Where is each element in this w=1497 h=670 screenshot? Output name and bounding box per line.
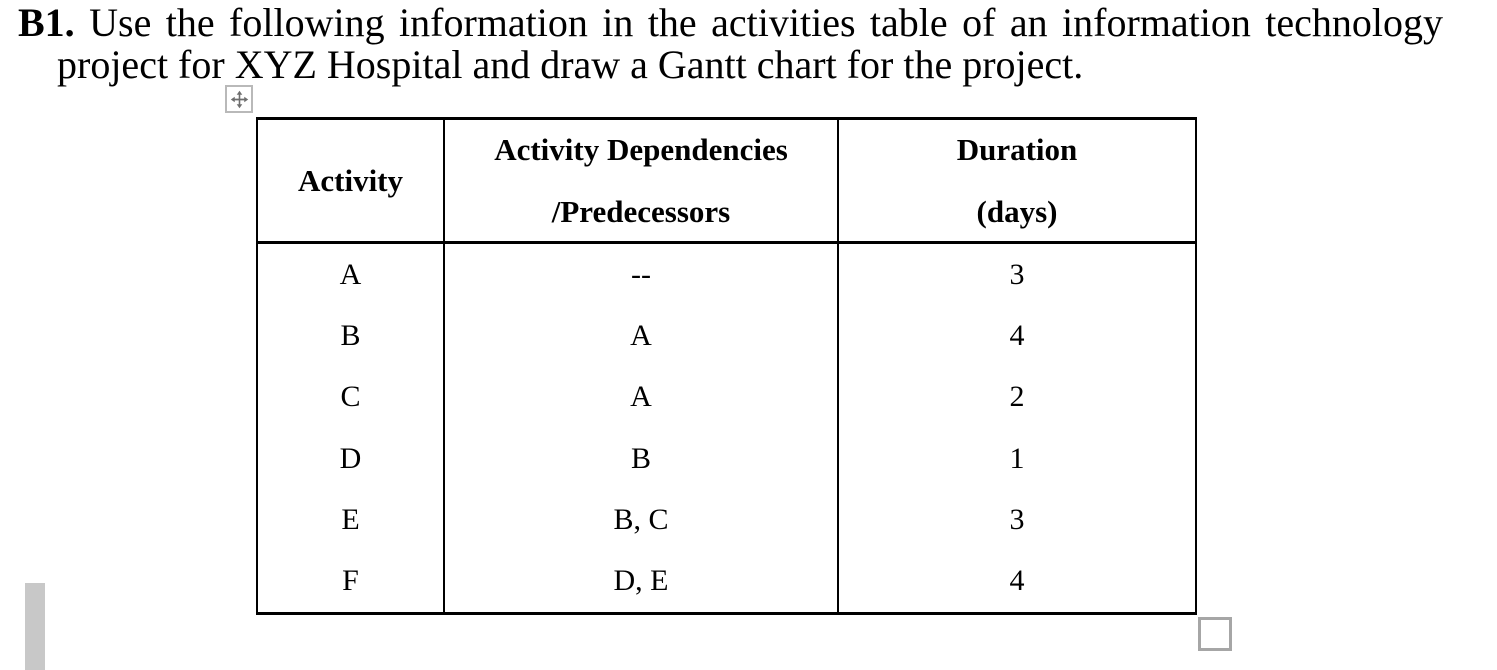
- question-number: B1.: [18, 0, 75, 45]
- cell-predecessors: B: [445, 427, 839, 490]
- cell-predecessors: A: [445, 366, 839, 428]
- table-body: A -- 3 B A 4 C A 2 D B 1 E B, C 3 F D, E…: [258, 244, 1195, 612]
- table-resize-handle[interactable]: [1198, 617, 1232, 651]
- table-row: B A 4: [258, 305, 1195, 367]
- table-header-row: Activity Activity Dependencies /Predeces…: [258, 120, 1195, 244]
- move-cross-icon: [230, 90, 249, 109]
- cell-predecessors: A: [445, 305, 839, 367]
- cell-duration: 4: [1009, 318, 1025, 352]
- cell-activity: F: [258, 550, 445, 612]
- activities-table: Activity Activity Dependencies /Predeces…: [256, 117, 1197, 615]
- table-row: D B 1: [258, 427, 1195, 490]
- cell-duration: 2: [1009, 380, 1025, 414]
- header-activity: Activity: [258, 120, 445, 241]
- cell-predecessors: B, C: [445, 489, 839, 551]
- cell-duration: 3: [1009, 502, 1025, 536]
- cell-activity: D: [258, 427, 445, 490]
- cell-duration: 4: [1009, 564, 1025, 598]
- header-duration: Duration (days): [956, 131, 1078, 229]
- cell-duration: 3: [1009, 257, 1025, 291]
- left-margin-bar: [25, 583, 45, 670]
- cell-activity: C: [258, 366, 445, 428]
- cell-predecessors: --: [445, 244, 839, 306]
- table-row: F D, E 4: [258, 550, 1195, 612]
- table-row: A -- 3: [258, 244, 1195, 306]
- question-paragraph: B1. Use the following information in the…: [18, 0, 1444, 87]
- table-row: C A 2: [258, 366, 1195, 428]
- table-move-handle[interactable]: [225, 85, 253, 113]
- cell-activity: A: [258, 244, 445, 306]
- header-dependencies: Activity Dependencies /Predecessors: [445, 120, 839, 241]
- question-text: Use the following information in the act…: [57, 0, 1444, 87]
- table-row: E B, C 3: [258, 489, 1195, 551]
- cell-predecessors: D, E: [445, 550, 839, 612]
- cell-duration: 1: [1009, 441, 1025, 475]
- cell-activity: B: [258, 305, 445, 367]
- cell-activity: E: [258, 489, 445, 551]
